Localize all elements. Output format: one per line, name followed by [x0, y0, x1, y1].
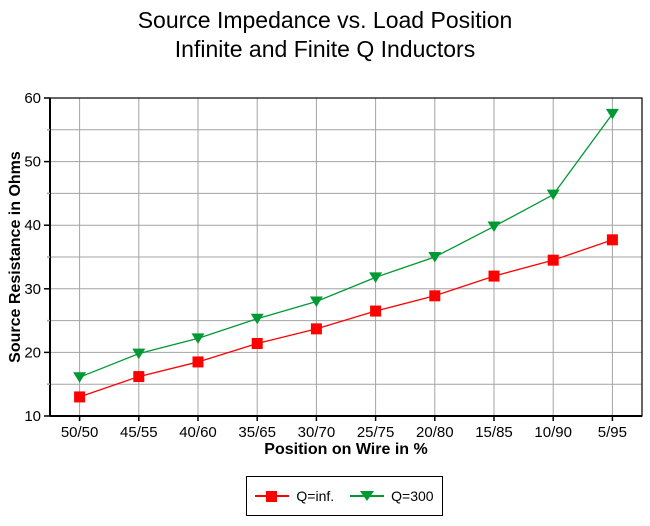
y-tick-label: 40: [24, 217, 41, 234]
legend-item-q-inf: Q=inf.: [255, 488, 334, 504]
data-point-triangle: [132, 348, 146, 360]
y-tick-label: 10: [24, 408, 41, 425]
x-tick-label: 50/50: [61, 424, 99, 441]
x-tick-label: 25/75: [357, 424, 395, 441]
data-point-triangle: [487, 221, 501, 232]
legend-triangle-marker-icon: [350, 490, 385, 502]
y-tick-label: 30: [24, 281, 41, 298]
chart-title: Source Impedance vs. Load Position Infin…: [0, 6, 650, 64]
x-tick-label: 5/95: [598, 424, 627, 441]
data-point-square: [606, 234, 618, 246]
data-point-square: [74, 391, 86, 403]
x-tick-label: 10/90: [534, 424, 572, 441]
series-line-q-300: [79, 113, 613, 378]
data-point-triangle: [369, 272, 383, 283]
legend-square-marker-icon: [255, 490, 290, 502]
data-point-triangle: [250, 313, 264, 325]
data-point-triangle: [73, 372, 87, 383]
data-point-square: [310, 323, 322, 335]
plot-area: 10 20 30 40 50 60 50/50 45/55 40/60 35/65 30/70 25/…: [24, 90, 643, 441]
y-tick-label: 20: [24, 344, 41, 361]
x-axis-title: Position on Wire in %: [264, 441, 428, 458]
chart-title-line2: Infinite and Finite Q Inductors: [174, 36, 476, 62]
x-tick-label: 45/55: [120, 424, 158, 441]
legend-label: Q=300: [391, 488, 434, 504]
legend: Q=inf. Q=300: [246, 476, 443, 516]
data-point-square: [251, 337, 263, 349]
data-point-square: [429, 290, 441, 302]
data-point-triangle: [191, 333, 205, 344]
data-point-square: [547, 254, 559, 266]
x-tick-label: 40/60: [179, 424, 217, 441]
data-point-triangle: [428, 252, 442, 263]
x-tick-label: 15/85: [475, 424, 513, 441]
data-point-triangle: [309, 296, 323, 308]
y-tick-label: 60: [24, 90, 41, 107]
legend-item-q-300: Q=300: [350, 488, 434, 504]
data-point-triangle: [546, 189, 560, 201]
legend-label: Q=inf.: [296, 488, 335, 504]
x-tick-label: 35/65: [238, 424, 276, 441]
y-tick-label: 50: [24, 154, 41, 171]
data-point-square: [192, 356, 204, 368]
x-tick-label: 30/70: [298, 424, 336, 441]
data-point-square: [133, 371, 145, 383]
data-point-square: [488, 270, 500, 282]
series-line-q-inf: [79, 239, 613, 398]
x-tick-label: 20/80: [416, 424, 454, 441]
data-point-square: [370, 305, 382, 317]
data-point-triangle: [605, 108, 619, 120]
y-axis-title: Source Resistance in Ohms: [7, 151, 24, 363]
chart-title-line1: Source Impedance vs. Load Position: [137, 7, 513, 33]
